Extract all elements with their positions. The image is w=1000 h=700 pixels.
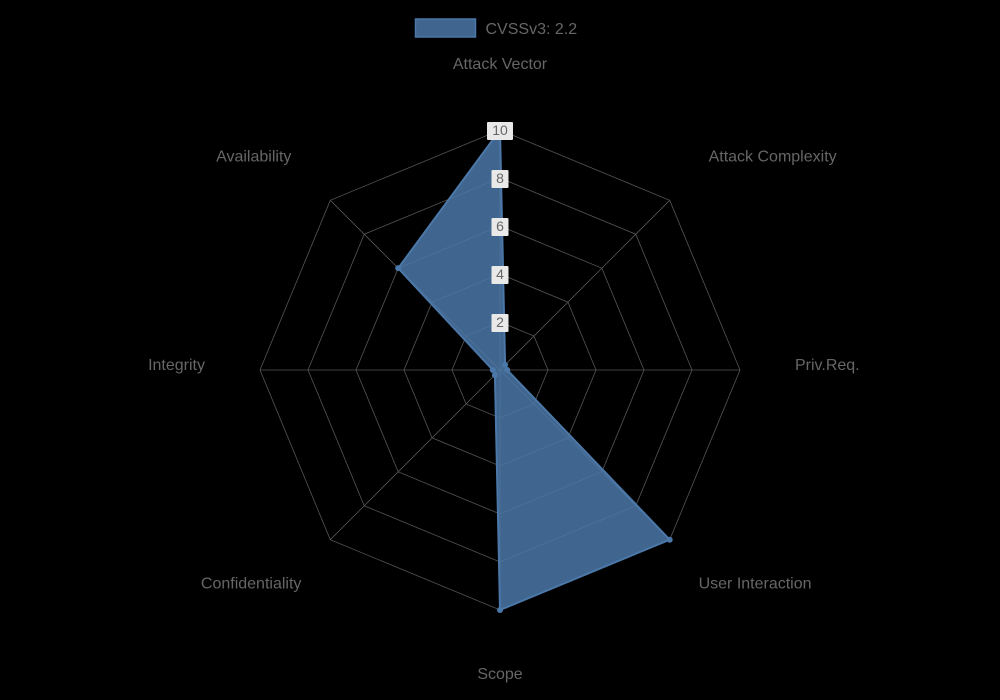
tick-label: 2 (496, 314, 504, 330)
axis-label: Attack Vector (453, 56, 548, 73)
axis-label: Integrity (148, 357, 205, 374)
tick-label: 10 (492, 122, 508, 138)
tick-label: 6 (496, 218, 504, 234)
legend-label: CVSSv3: 2.2 (486, 21, 578, 38)
axis-label: Priv.Req. (795, 357, 860, 374)
series-point (490, 367, 496, 373)
series-point (497, 607, 503, 613)
axis-label: Availability (216, 148, 291, 165)
legend-swatch (416, 19, 476, 37)
axis-label: User Interaction (699, 576, 812, 593)
chart-legend: CVSSv3: 2.2 (416, 19, 578, 38)
axis-label: Confidentiality (201, 576, 302, 593)
series-point (395, 265, 401, 271)
axis-label: Attack Complexity (709, 148, 837, 165)
cvss-radar-chart: 2 4 6 8 10 Attack Vector Attack Complexity Pri… (0, 0, 1000, 700)
series-point (667, 537, 673, 543)
tick-label: 4 (496, 266, 504, 282)
axis-label: Scope (477, 666, 522, 683)
tick-label: 8 (496, 170, 504, 186)
series-point (504, 367, 510, 373)
